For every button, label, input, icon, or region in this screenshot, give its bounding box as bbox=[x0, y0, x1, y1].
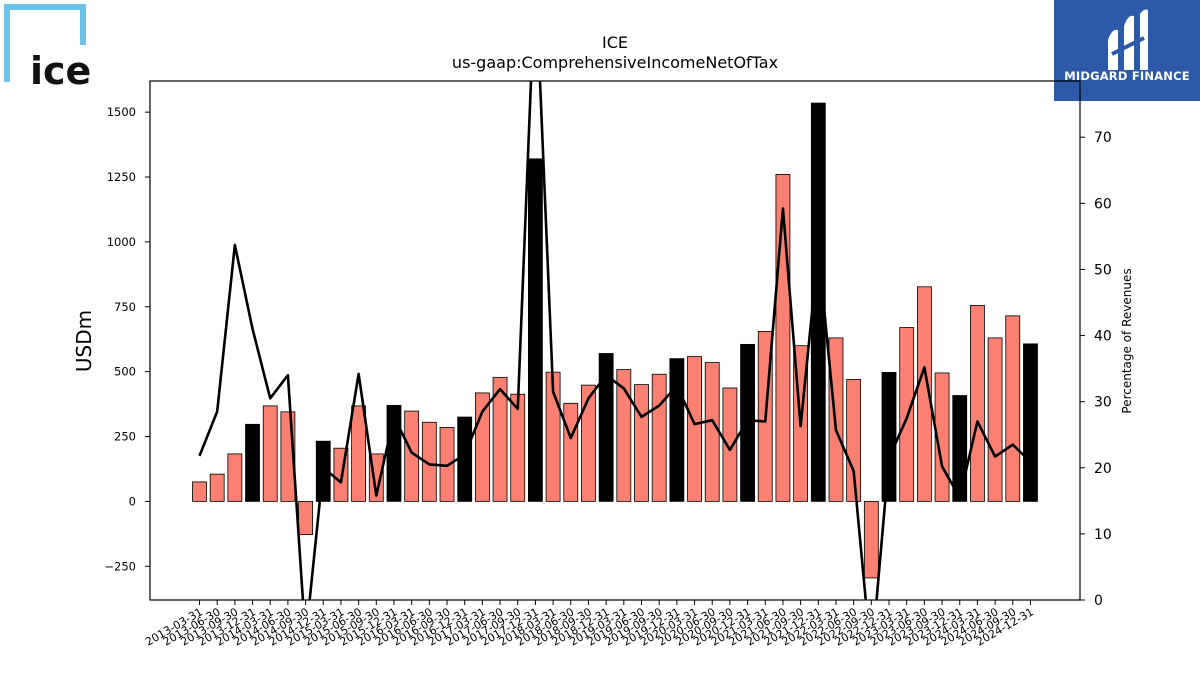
bar-2024-03-31 bbox=[970, 305, 985, 502]
bar-2017-12-31 bbox=[528, 158, 543, 502]
left-axis: −250 0 250 500 750 1000 1250 1500 bbox=[104, 105, 150, 573]
logo-text: ice bbox=[30, 49, 91, 93]
right-axis: 0 10 20 30 40 50 60 70 bbox=[1080, 130, 1112, 609]
midgard-logo-icon bbox=[1108, 9, 1148, 70]
bar-2023-06-30 bbox=[916, 286, 932, 502]
bar-2019-09-30 bbox=[651, 373, 667, 502]
plot-frame bbox=[149, 80, 1081, 601]
percentage-line bbox=[198, 81, 1032, 600]
right-tick-label: 60 bbox=[1094, 196, 1112, 212]
left-tick-label: 1500 bbox=[107, 105, 136, 119]
bar-2017-06-30 bbox=[492, 376, 508, 502]
left-tick-label: −250 bbox=[104, 559, 136, 573]
bar-2017-09-30 bbox=[510, 393, 526, 502]
bar-2019-03-31 bbox=[616, 369, 632, 502]
x-axis: 2013-03-312013-06-302013-09-302013-12-31… bbox=[143, 600, 1036, 649]
bar-2022-09-30 bbox=[863, 500, 879, 579]
bar-2020-12-31 bbox=[740, 343, 755, 502]
bar-2020-06-30 bbox=[704, 362, 720, 502]
right-tick-label: 0 bbox=[1094, 593, 1103, 609]
bar-2016-06-30 bbox=[421, 421, 437, 502]
logo-frame-icon bbox=[4, 4, 86, 82]
bar-2013-06-30 bbox=[209, 473, 225, 502]
bar-2016-12-31 bbox=[457, 416, 473, 502]
y-axis-right-label: Percentage of Revenues bbox=[1120, 268, 1134, 413]
bar-2024-09-30 bbox=[1005, 315, 1021, 502]
right-tick-label: 20 bbox=[1094, 461, 1112, 477]
bar-2024-06-30 bbox=[987, 337, 1003, 502]
bar-2018-09-30 bbox=[581, 384, 596, 502]
bar-2021-12-31 bbox=[810, 102, 826, 502]
left-tick-label: 1000 bbox=[107, 235, 136, 249]
line-series bbox=[198, 81, 1032, 600]
left-tick-label: 250 bbox=[114, 430, 136, 444]
bar-2018-06-30 bbox=[563, 402, 579, 502]
bar-2022-06-30 bbox=[846, 379, 862, 502]
right-tick-label: 10 bbox=[1094, 527, 1112, 543]
bar-2023-09-30 bbox=[934, 372, 950, 502]
bar-2015-06-30 bbox=[351, 405, 367, 502]
chart-title: ICE bbox=[602, 33, 628, 52]
bar-2013-12-31 bbox=[245, 423, 260, 502]
bar-2022-12-31 bbox=[881, 372, 897, 502]
right-tick-label: 50 bbox=[1094, 262, 1112, 278]
left-tick-label: 0 bbox=[129, 494, 136, 508]
bar-2019-12-31 bbox=[669, 358, 685, 502]
bar-2013-09-30 bbox=[227, 453, 243, 502]
bar-2024-12-31 bbox=[1023, 343, 1038, 502]
left-tick-label: 750 bbox=[114, 300, 136, 314]
bar-2013-03-31 bbox=[192, 481, 207, 502]
brand-badge: MIDGARD FINANCE bbox=[1054, 0, 1200, 101]
bar-2020-09-30 bbox=[722, 387, 738, 502]
bar-2023-12-31 bbox=[952, 395, 968, 502]
left-tick-label: 1250 bbox=[107, 170, 136, 184]
bar-series bbox=[192, 102, 1038, 579]
chart-subtitle: us-gaap:ComprehensiveIncomeNetOfTax bbox=[452, 53, 778, 72]
bar-2014-03-31 bbox=[262, 405, 278, 502]
right-tick-label: 30 bbox=[1094, 395, 1112, 411]
y-axis-label: USDm bbox=[72, 310, 96, 372]
left-tick-label: 500 bbox=[114, 365, 136, 379]
brand-name: MIDGARD FINANCE bbox=[1064, 69, 1190, 83]
right-tick-label: 70 bbox=[1094, 130, 1112, 146]
bar-2020-03-31 bbox=[687, 356, 702, 502]
bar-2014-09-30 bbox=[298, 500, 313, 536]
right-tick-label: 40 bbox=[1094, 329, 1112, 345]
ice-logo: ice bbox=[4, 4, 91, 93]
bar-2017-03-31 bbox=[474, 392, 490, 502]
bar-2019-06-30 bbox=[634, 384, 649, 502]
bar-2018-12-31 bbox=[598, 353, 614, 502]
